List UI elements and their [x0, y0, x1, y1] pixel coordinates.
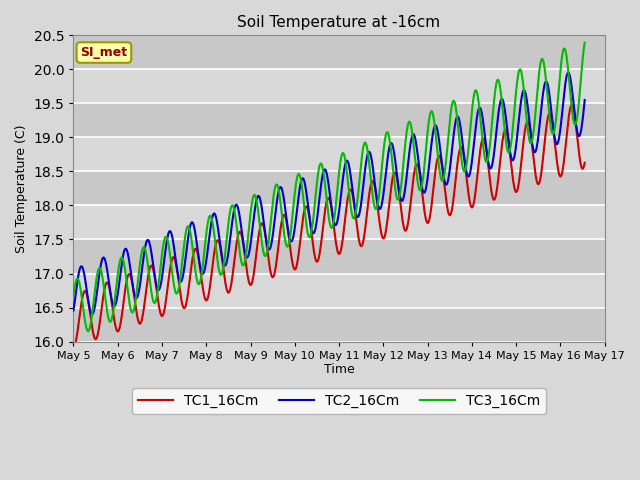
TC3_16Cm — [421, 156, 429, 162]
X-axis label: Time: Time — [324, 363, 355, 376]
TC1_16Cm — [420, 209, 428, 215]
TC3_16Cm — [581, 40, 589, 46]
TC3_16Cm — [478, 131, 486, 136]
TC3_16Cm — [70, 292, 77, 298]
Bar — [74, 274, 605, 308]
TC2_16Cm — [564, 70, 572, 75]
Y-axis label: Soil Temperature (C): Soil Temperature (C) — [15, 124, 28, 252]
TC1_16Cm — [568, 102, 576, 108]
Bar — [74, 103, 605, 137]
TC1_16Cm — [295, 251, 303, 257]
TC1_16Cm — [70, 344, 77, 350]
Bar — [74, 205, 605, 240]
Bar — [74, 36, 605, 69]
TC3_16Cm — [84, 328, 92, 334]
TC1_16Cm — [276, 228, 284, 234]
TC3_16Cm — [295, 171, 303, 177]
TC2_16Cm — [295, 189, 303, 195]
TC2_16Cm — [581, 97, 589, 103]
Line: TC1_16Cm: TC1_16Cm — [74, 105, 585, 347]
Line: TC3_16Cm: TC3_16Cm — [74, 43, 585, 331]
TC3_16Cm — [122, 275, 130, 281]
Bar — [74, 308, 605, 342]
TC3_16Cm — [277, 202, 285, 207]
TC3_16Cm — [468, 102, 476, 108]
Bar — [74, 171, 605, 205]
Legend: TC1_16Cm, TC2_16Cm, TC3_16Cm: TC1_16Cm, TC2_16Cm, TC3_16Cm — [132, 388, 546, 414]
TC2_16Cm — [478, 110, 486, 116]
TC2_16Cm — [277, 184, 285, 190]
Bar — [74, 240, 605, 274]
TC1_16Cm — [122, 284, 129, 289]
TC2_16Cm — [468, 153, 476, 158]
Bar — [74, 69, 605, 103]
TC1_16Cm — [477, 141, 485, 146]
TC2_16Cm — [88, 312, 96, 317]
Title: Soil Temperature at -16cm: Soil Temperature at -16cm — [237, 15, 440, 30]
TC2_16Cm — [122, 246, 130, 252]
TC1_16Cm — [468, 204, 476, 210]
TC2_16Cm — [421, 189, 429, 194]
TC1_16Cm — [581, 160, 589, 166]
Text: SI_met: SI_met — [81, 46, 127, 59]
Bar — [74, 137, 605, 171]
TC2_16Cm — [70, 308, 77, 313]
Line: TC2_16Cm: TC2_16Cm — [74, 72, 585, 314]
